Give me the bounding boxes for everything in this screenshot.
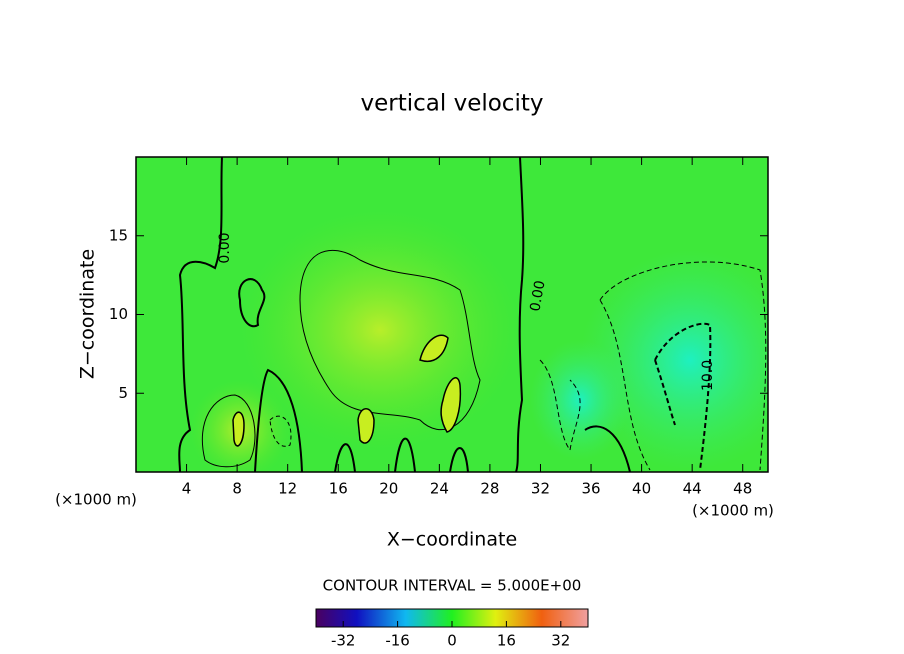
colorbar-tick-label: 16: [497, 632, 516, 650]
x-tick-label: 4: [182, 480, 192, 498]
x-unit: (×1000 m): [692, 502, 774, 520]
colorbar-tick-label: -32: [331, 632, 356, 650]
x-tick-label: 8: [232, 480, 242, 498]
x-tick-label: 36: [581, 480, 600, 498]
x-axis-label: X−coordinate: [387, 529, 517, 551]
contour-interval: CONTOUR INTERVAL = 5.000E+00: [323, 577, 582, 595]
y-tick-label: 15: [109, 226, 128, 244]
field: 0.00 0.00 -10.0: [136, 157, 768, 472]
x-tick-label: 28: [480, 480, 499, 498]
x-tick-label: 16: [329, 480, 348, 498]
colorbar-tick-label: 0: [447, 632, 457, 650]
x-tick-label: 44: [683, 480, 702, 498]
x-tick-label: 32: [531, 480, 550, 498]
colorbar-tick-label: -16: [385, 632, 410, 650]
x-tick-label: 20: [379, 480, 398, 498]
chart-title: vertical velocity: [361, 91, 544, 117]
x-tick-label: 24: [430, 480, 449, 498]
x-tick-label: 12: [278, 480, 297, 498]
x-tick-label: 40: [632, 480, 651, 498]
y-unit: (×1000 m): [55, 491, 137, 509]
x-tick-label: 48: [733, 480, 752, 498]
y-tick-label: 5: [118, 384, 128, 402]
y-tick-label: 10: [109, 305, 128, 323]
colorbar-tick-label: 32: [551, 632, 570, 650]
contour-label: 0.00: [217, 232, 233, 263]
contour-label: -10.0: [700, 360, 716, 396]
y-axis-label: Z−coordinate: [77, 249, 99, 379]
contour-label: 0.00: [527, 279, 548, 312]
